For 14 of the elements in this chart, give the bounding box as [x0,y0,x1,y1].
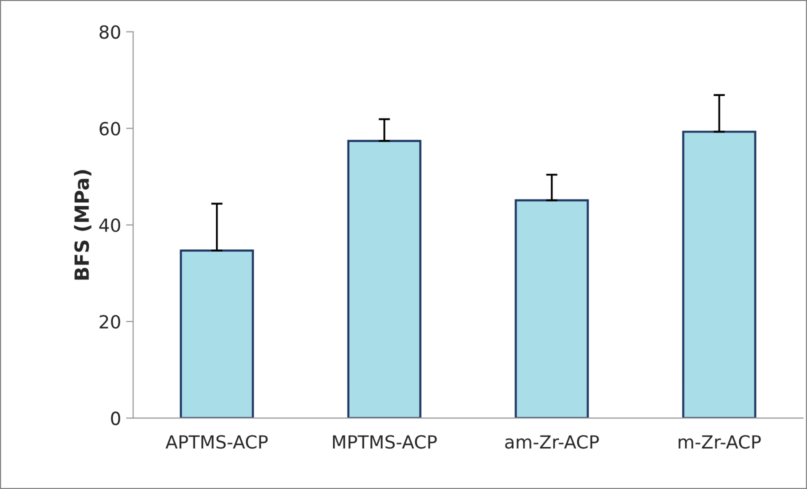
bar [180,249,254,418]
bar [514,199,589,418]
y-tick-label: 80 [100,25,120,39]
x-tick-label: APTMS-ACP [166,435,268,449]
y-tick-label: 20 [100,314,120,329]
y-axis-title: BFS (MPa) [74,170,92,280]
y-tick-label: 60 [100,122,120,136]
x-tick-label: am-Zr-ACP [505,435,599,449]
y-tick-label: 0 [111,412,120,426]
y-tick-label: 40 [99,218,120,232]
bar [347,140,422,418]
x-tick-label: m-Zr-ACP [678,435,761,449]
bar [682,130,756,418]
x-tick-label: MPTMS-ACP [333,435,437,449]
